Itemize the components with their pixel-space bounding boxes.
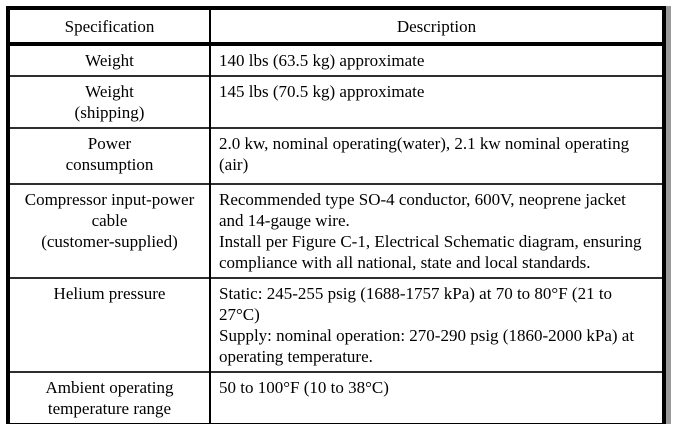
spec-cell: Helium pressure <box>8 277 210 372</box>
column-header-description: Description <box>209 8 664 46</box>
table-row-power-consumption: Power consumption 2.0 kw, nominal operat… <box>8 127 664 184</box>
spec-cell: Weight <box>8 43 210 76</box>
table-row-helium-pressure: Helium pressure Static: 245-255 psig (16… <box>8 277 664 372</box>
desc-cell: Recommended type SO-4 conductor, 600V, n… <box>209 183 664 278</box>
desc-cell: Static: 245-255 psig (1688-1757 kPa) at … <box>209 277 664 372</box>
table-row-weight: Weight 140 lbs (63.5 kg) approximate <box>8 43 664 76</box>
spec-cell: Power consumption <box>8 127 210 184</box>
column-header-specification: Specification <box>8 8 210 46</box>
spec-cell: Compressor input-power cable (customer-s… <box>8 183 210 278</box>
desc-cell: 2.0 kw, nominal operating(water), 2.1 kw… <box>209 127 664 184</box>
table-row-ambient-temperature: Ambient operating temperature range 50 t… <box>8 371 664 424</box>
specification-table: Specification Description Weight 140 lbs… <box>6 6 666 424</box>
table-row-weight-shipping: Weight (shipping) 145 lbs (70.5 kg) appr… <box>8 75 664 128</box>
desc-cell: 140 lbs (63.5 kg) approximate <box>209 43 664 76</box>
header-row: Specification Description <box>8 8 664 46</box>
spec-cell: Weight (shipping) <box>8 75 210 128</box>
desc-cell: 50 to 100°F (10 to 38°C) <box>209 371 664 424</box>
desc-cell: 145 lbs (70.5 kg) approximate <box>209 75 664 128</box>
spec-cell: Ambient operating temperature range <box>8 371 210 424</box>
table-row-compressor-cable: Compressor input-power cable (customer-s… <box>8 183 664 278</box>
